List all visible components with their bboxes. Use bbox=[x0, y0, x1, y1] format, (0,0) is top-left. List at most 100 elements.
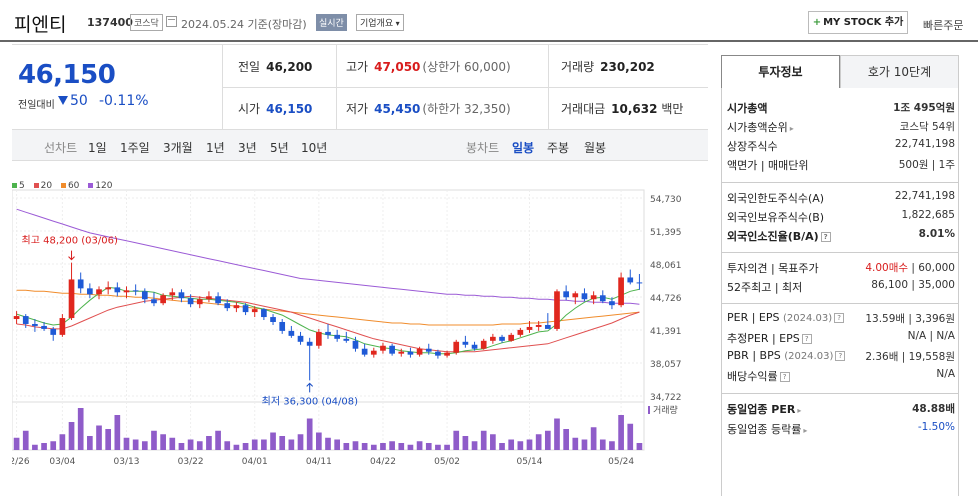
volume-bar bbox=[425, 443, 432, 450]
period-1w[interactable]: 1주일 bbox=[120, 141, 150, 155]
candle-body bbox=[151, 299, 157, 304]
volume-bar bbox=[490, 434, 496, 450]
period-3y[interactable]: 3년 bbox=[238, 141, 257, 155]
calendar-icon bbox=[166, 16, 177, 27]
volume-bar bbox=[206, 436, 212, 450]
candle-body bbox=[261, 309, 267, 318]
volume-bar bbox=[13, 437, 20, 450]
volume-bar bbox=[581, 439, 588, 450]
corp-info-dropdown[interactable]: 기업개요 bbox=[356, 14, 404, 31]
ma-line-ma60 bbox=[16, 289, 640, 326]
volume-bar bbox=[334, 439, 340, 450]
candle-body bbox=[215, 296, 221, 304]
help-icon[interactable]: ? bbox=[835, 351, 846, 361]
volume-bar bbox=[471, 441, 478, 450]
candle-monthly[interactable]: 월봉 bbox=[584, 141, 607, 155]
candle-body bbox=[490, 336, 496, 341]
help-icon[interactable]: ? bbox=[779, 372, 790, 382]
candle-body bbox=[270, 317, 276, 322]
chart-toolbar: 선차트 1일 1주일 3개월 1년 3년 5년 10년 봉차트 일봉 주봉 월봉 bbox=[12, 129, 708, 161]
line-chart-label: 선차트 bbox=[44, 141, 78, 155]
stock-header: 피엔티 137400 코스닥 2024.05.24 기준(장마감) 실시간 기업… bbox=[0, 0, 978, 42]
candle-body bbox=[132, 290, 139, 292]
open-price: 시가 46,150 bbox=[238, 102, 313, 116]
tab-orderbook[interactable]: 호가 10단계 bbox=[840, 55, 959, 88]
candle-body bbox=[325, 331, 331, 335]
volume-bar bbox=[517, 441, 524, 450]
foreign-limit-row: 외국인한도주식수(A) 22,741,198 bbox=[727, 190, 955, 205]
candle-body bbox=[380, 345, 386, 351]
candle-body bbox=[13, 316, 20, 320]
volume-bar bbox=[279, 436, 286, 450]
volume-label: 거래량 bbox=[653, 404, 678, 416]
volume-bar bbox=[68, 422, 75, 450]
caret-right-icon: ▸ bbox=[797, 406, 802, 415]
candle-body bbox=[306, 341, 313, 346]
x-tick-label: 03/04 bbox=[49, 457, 75, 467]
candle-body bbox=[636, 282, 643, 284]
x-tick-label: 04/22 bbox=[370, 457, 396, 467]
period-10y[interactable]: 10년 bbox=[301, 141, 328, 155]
high-price: 고가 47,050 (상한가 60,000) bbox=[346, 60, 511, 74]
mystock-add-button[interactable]: + MY STOCK 추가 bbox=[808, 11, 908, 34]
low-annotation: 최저 36,300 (04/08) bbox=[262, 395, 358, 407]
volume-bar bbox=[187, 439, 194, 450]
volume-bar bbox=[416, 441, 423, 450]
volume-bar bbox=[50, 441, 57, 450]
period-1y[interactable]: 1년 bbox=[206, 141, 225, 155]
candle-body bbox=[242, 305, 249, 313]
volume-bar bbox=[178, 443, 185, 450]
opinion-row: 투자의견 | 목표주가 4.00매수 | 60,000 bbox=[727, 262, 955, 275]
candle-daily[interactable]: 일봉 bbox=[512, 141, 535, 155]
candle-body bbox=[407, 351, 414, 355]
current-price: 46,150 bbox=[18, 60, 116, 90]
volume-bar bbox=[609, 441, 615, 450]
legend-ma5: 5 bbox=[12, 181, 25, 191]
period-5y[interactable]: 5년 bbox=[270, 141, 289, 155]
candle-body bbox=[187, 298, 194, 305]
candle-body bbox=[41, 325, 47, 329]
period-3m[interactable]: 3개월 bbox=[163, 141, 193, 155]
candle-body bbox=[77, 279, 84, 289]
volume-bar bbox=[151, 430, 157, 450]
volume-bar bbox=[233, 444, 240, 450]
y-tick-label: 44,726 bbox=[650, 294, 682, 304]
volume-bar bbox=[361, 443, 368, 450]
volume-bar bbox=[544, 430, 551, 450]
volume-bar bbox=[343, 443, 350, 450]
y-tick-label: 38,057 bbox=[650, 360, 682, 370]
volume-bar bbox=[22, 430, 29, 450]
candle-body bbox=[169, 292, 176, 296]
help-icon[interactable]: ? bbox=[820, 232, 831, 242]
volume-bar bbox=[499, 443, 505, 450]
volume-bar bbox=[132, 439, 139, 450]
volume-bar bbox=[141, 441, 148, 450]
high-annotation: 최고 48,200 (03/06) bbox=[22, 235, 118, 247]
x-tick-label: 05/14 bbox=[517, 457, 543, 467]
legend-ma120: 120 bbox=[88, 181, 112, 191]
candle-body bbox=[96, 289, 102, 295]
period-1d[interactable]: 1일 bbox=[88, 141, 107, 155]
volume-bar bbox=[389, 441, 395, 450]
price-chart[interactable]: 54,730 51,395 48,061 44,726 41,391 38,057 34,7… bbox=[12, 176, 712, 482]
volume-bar bbox=[270, 432, 276, 450]
tab-invest-info[interactable]: 투자정보 bbox=[721, 55, 840, 88]
sector-rate-row: 동일업종 등락률 ▸ -1.50% bbox=[727, 421, 955, 436]
candle-body bbox=[114, 287, 121, 293]
prev-close: 전일 46,200 bbox=[238, 60, 313, 74]
volume-bar bbox=[590, 427, 597, 450]
volume-bar bbox=[288, 439, 295, 450]
price-summary: 46,150 전일대비 50 -0.11% bbox=[12, 46, 222, 132]
candle-body bbox=[453, 341, 460, 353]
candle-body bbox=[599, 295, 606, 302]
ma-line-ma120 bbox=[16, 208, 640, 305]
help-icon[interactable]: ? bbox=[801, 334, 812, 344]
volume-bar bbox=[59, 434, 66, 450]
help-icon[interactable]: ? bbox=[834, 313, 845, 323]
realtime-button[interactable]: 실시간 bbox=[316, 14, 347, 31]
candle-weekly[interactable]: 주봉 bbox=[547, 141, 570, 155]
high-arrow-icon bbox=[68, 250, 75, 261]
quick-order-link[interactable]: 빠른주문 bbox=[923, 19, 964, 32]
y-tick-label: 54,730 bbox=[650, 195, 682, 205]
summary-top-divider bbox=[12, 44, 708, 45]
